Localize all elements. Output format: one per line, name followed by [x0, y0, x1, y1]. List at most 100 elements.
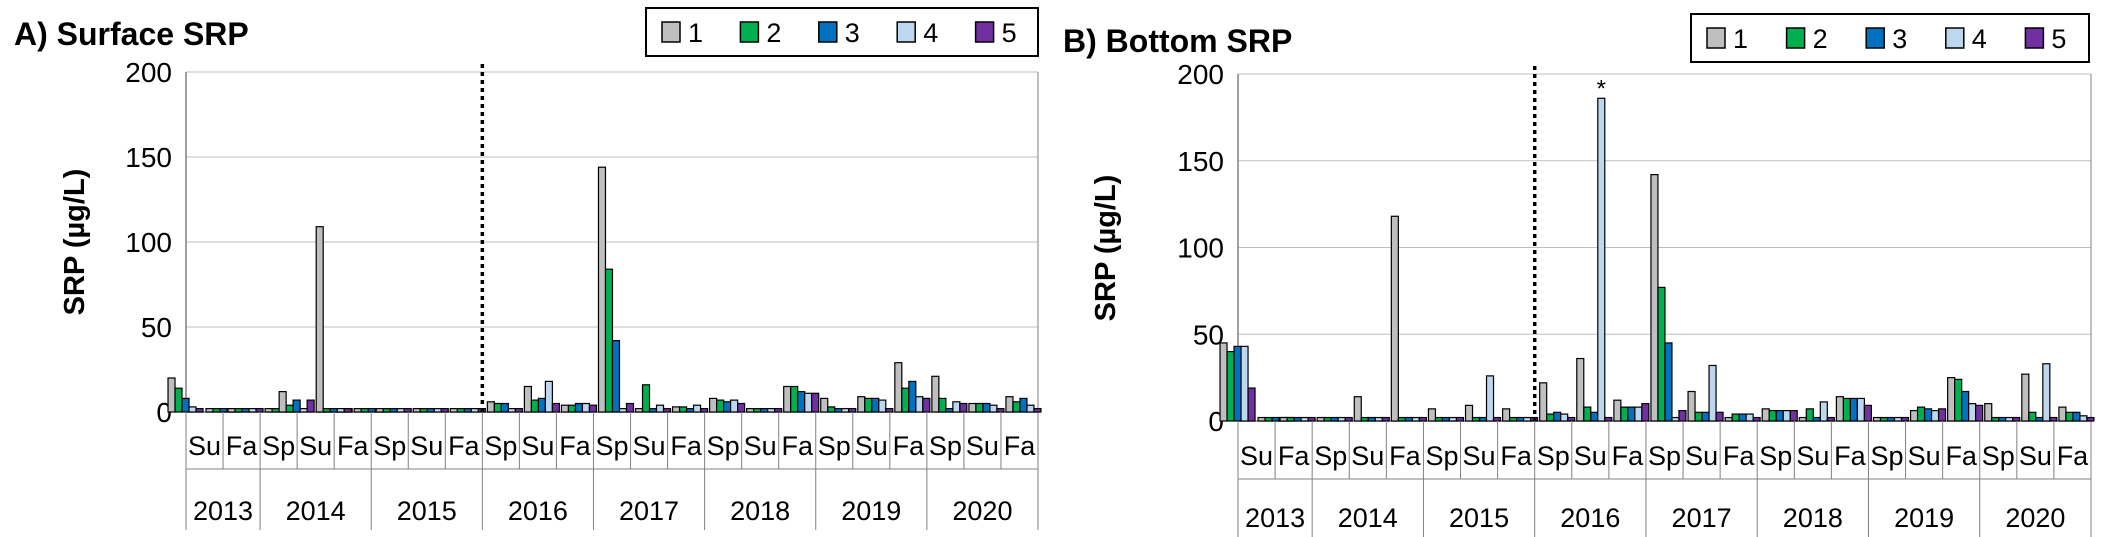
bar [1761, 408, 1770, 422]
bar [234, 408, 243, 413]
bar [1975, 404, 1984, 422]
year-label: 2014 [286, 496, 346, 526]
bar [412, 408, 421, 413]
bar [463, 408, 472, 413]
bar [952, 401, 961, 413]
year-label: 2020 [952, 496, 1012, 526]
bar [1293, 416, 1302, 422]
bar [885, 408, 894, 413]
bar [968, 402, 977, 413]
bar [1687, 390, 1696, 422]
season-label: Fa [781, 431, 813, 461]
bar [774, 408, 783, 413]
bar [878, 399, 887, 413]
bar [648, 408, 658, 413]
bar [2065, 411, 2074, 422]
year-label: 2017 [619, 496, 679, 526]
bar [1694, 411, 1703, 422]
bar [1620, 406, 1629, 422]
season-label: Fa [1834, 441, 1866, 471]
bar [753, 408, 762, 413]
bar [1724, 416, 1733, 422]
bar [581, 402, 591, 413]
bar [241, 408, 250, 413]
bar [514, 408, 523, 413]
bar [716, 399, 725, 413]
bar [864, 397, 873, 413]
bar [403, 408, 412, 413]
bar [678, 406, 688, 413]
bar [1775, 409, 1784, 422]
season-label: Sp [595, 431, 628, 461]
bar [922, 397, 931, 413]
bar [1560, 413, 1569, 422]
bar [982, 402, 991, 413]
bar [931, 375, 940, 413]
bar [1434, 416, 1444, 422]
bar [1961, 390, 1970, 422]
bar [1863, 404, 1872, 422]
legend-swatch [896, 21, 916, 43]
bar [544, 380, 553, 413]
bar [2028, 411, 2037, 422]
bar [2035, 416, 2044, 422]
bar [255, 408, 264, 413]
bar [1650, 174, 1659, 422]
bar [1264, 416, 1273, 422]
bar [723, 401, 732, 413]
bar [212, 408, 221, 413]
bar [908, 380, 917, 413]
bar [1390, 215, 1399, 422]
bar [685, 408, 695, 413]
legend-label: 4 [1972, 24, 1987, 54]
bar [2005, 416, 2014, 422]
bar [493, 402, 502, 413]
bar [1984, 403, 1993, 422]
bar [1240, 345, 1249, 422]
bar [1879, 416, 1889, 422]
season-label: Sp [818, 431, 851, 461]
bar [1427, 408, 1437, 422]
y-tick-label: 100 [1177, 233, 1224, 264]
bar [530, 399, 539, 413]
bar [1998, 416, 2007, 422]
bar [1930, 409, 1940, 422]
legend-swatch [1865, 27, 1885, 49]
bar [692, 404, 702, 413]
bar [1257, 416, 1266, 422]
bar [1634, 406, 1643, 422]
bar [2058, 406, 2067, 422]
bar [343, 408, 352, 413]
bar [1583, 406, 1592, 422]
season-label: Sp [1648, 441, 1681, 471]
bar [306, 399, 315, 413]
bar [1502, 408, 1511, 422]
bar [871, 397, 880, 413]
bar [1954, 378, 1963, 422]
bar [1900, 416, 1910, 422]
season-label: Fa [1723, 441, 1755, 471]
bar [360, 408, 369, 413]
season-label: Su [410, 431, 443, 461]
bar [1553, 411, 1562, 422]
bar [746, 408, 755, 413]
season-label: Fa [337, 431, 369, 461]
bar [382, 408, 391, 413]
bar [634, 408, 644, 413]
panel-surface-srp: 0 50 100 150 200 SRP (µg/L) A) Surface SRP Su Fa… [14, 7, 1042, 530]
bar [975, 402, 984, 413]
legend-label: 1 [688, 18, 703, 48]
bar [1937, 408, 1947, 422]
year-label: 2015 [397, 496, 457, 526]
legend-swatch [1706, 27, 1726, 49]
bar [841, 408, 850, 413]
bar [2012, 416, 2021, 422]
bar [2049, 416, 2058, 422]
bar [618, 408, 628, 413]
legend-label: 2 [766, 18, 781, 48]
bar [1539, 382, 1548, 422]
bar [989, 404, 998, 413]
year-label: 2020 [2005, 503, 2065, 533]
bar [329, 408, 338, 413]
season-label: Su [744, 431, 777, 461]
